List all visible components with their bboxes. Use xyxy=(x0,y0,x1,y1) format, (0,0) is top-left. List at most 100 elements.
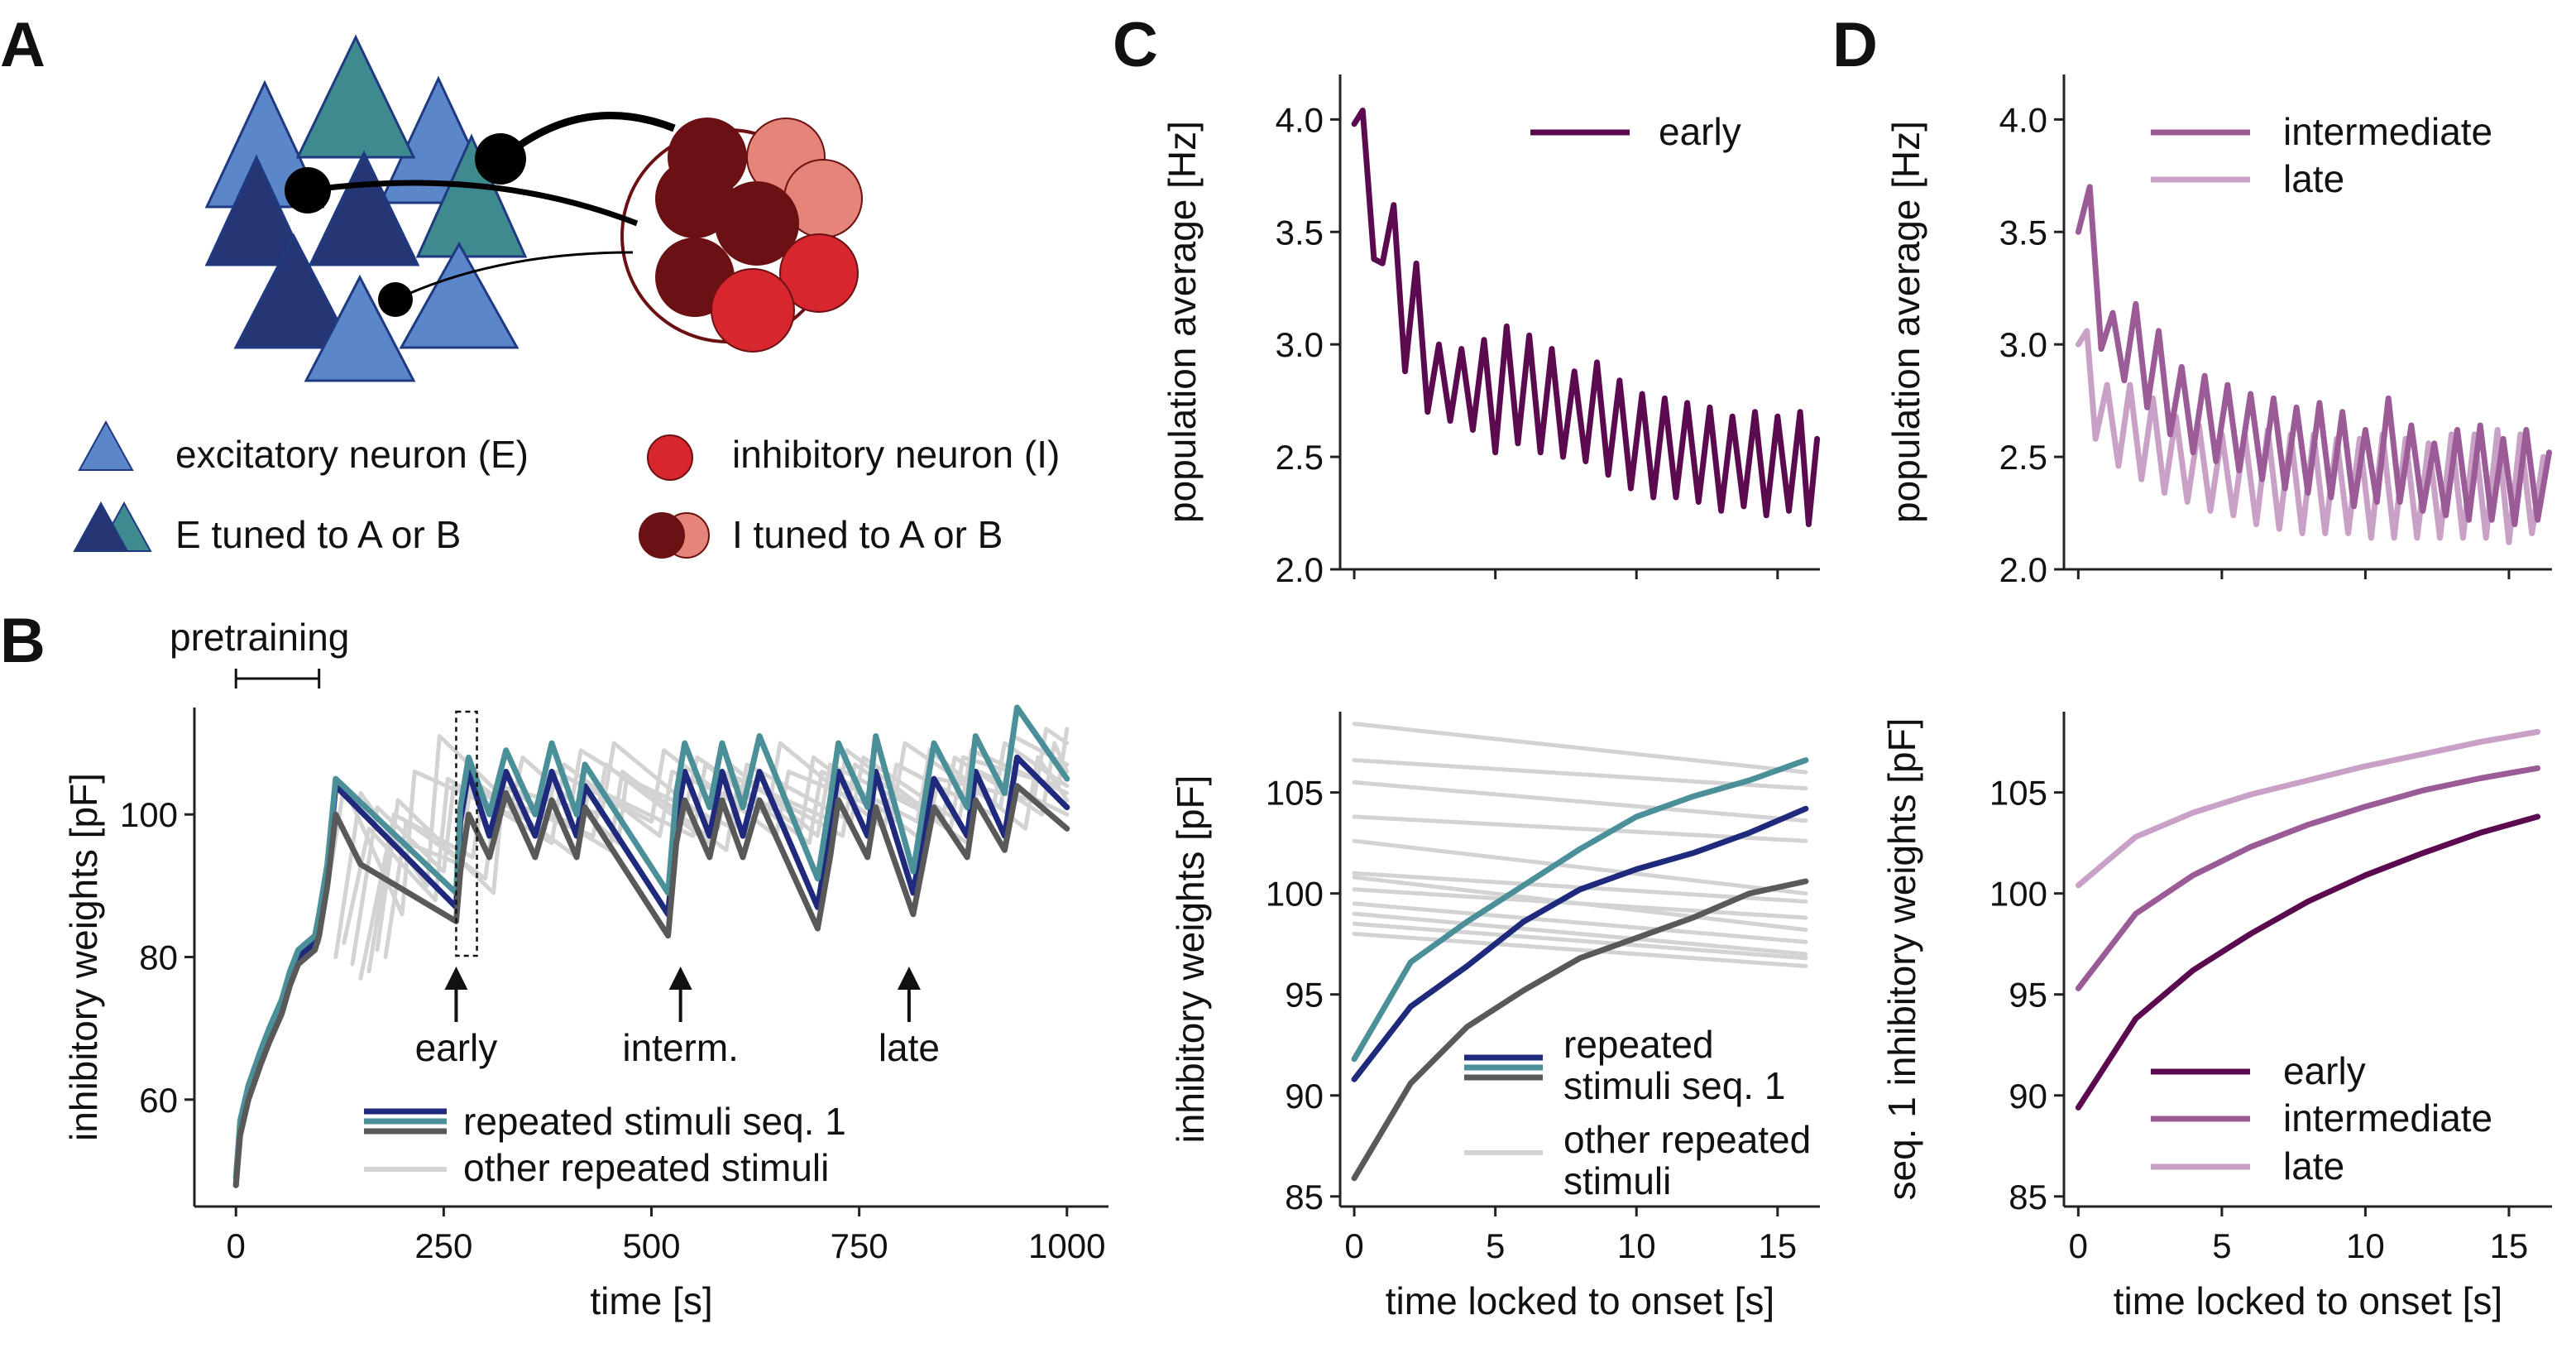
legend-early: early xyxy=(2283,1049,2366,1092)
legend-late: late xyxy=(2283,157,2344,200)
x-axis-label: time [s] xyxy=(590,1279,712,1322)
y-tick-label: 90 xyxy=(2009,1077,2047,1116)
y-tick-label: 100 xyxy=(1989,875,2047,914)
y-tick-label: 80 xyxy=(139,938,178,977)
excitatory-neuron-icon xyxy=(78,420,134,471)
legend-intermediate: intermediate xyxy=(2283,110,2492,153)
inhibitory-neuron-icon xyxy=(647,434,693,481)
synapse-connection-medium xyxy=(307,180,639,227)
e-neuron-tuned-b-triangle xyxy=(415,133,528,258)
legend-other-repeated: other repeated stimuli xyxy=(1563,1118,1811,1202)
synapse-dot-medium xyxy=(285,167,331,214)
arrow-up-icon xyxy=(897,967,921,990)
legend-repeated-seq1: repeated stimuli seq. 1 xyxy=(1563,1023,1785,1107)
x-tick-label: 1000 xyxy=(1028,1226,1105,1265)
y-tick-label: 2.0 xyxy=(1999,550,2047,589)
early-window-box xyxy=(455,710,478,957)
x-tick-label: 0 xyxy=(1344,1226,1363,1265)
y-tick-label: 85 xyxy=(1285,1178,1324,1216)
chart-c-top: 2.0 2.5 3.0 3.5 4.0 population average [Hz] ea… xyxy=(1161,74,1821,589)
background-series-line xyxy=(1352,921,1808,961)
e-neuron-tuned-a-triangle xyxy=(233,233,354,349)
x-axis-label: time locked to onset [s] xyxy=(1386,1279,1774,1322)
panel-label-b: B xyxy=(0,606,45,676)
x-tick-label: 5 xyxy=(2212,1226,2231,1265)
e-neuron-triangle xyxy=(399,241,520,349)
x-tick-label: 500 xyxy=(622,1226,680,1265)
background-series-line xyxy=(1352,780,1808,823)
arrow-up-icon xyxy=(444,967,468,990)
i-neuron-tuned-a xyxy=(715,181,799,266)
y-tick-label: 2.5 xyxy=(1276,438,1324,477)
panel-label-a: A xyxy=(0,10,45,80)
x-axis-label: time locked to onset [s] xyxy=(2114,1279,2502,1322)
background-series-line xyxy=(1352,932,1808,968)
y-tick-label: 100 xyxy=(1266,875,1324,914)
legend-other-repeated: other repeated stimuli xyxy=(463,1146,829,1189)
y-tick-label: 3.0 xyxy=(1999,325,2047,364)
y-tick-label: 3.5 xyxy=(1999,213,2047,252)
early-series-line xyxy=(1351,108,1821,528)
y-axis-label: population average [Hz] xyxy=(1884,121,1927,523)
panel-label-d: D xyxy=(1832,10,1878,80)
background-series-line xyxy=(1352,911,1808,957)
legend-inhibitory: inhibitory neuron (I) xyxy=(732,433,1060,476)
y-axis-label: inhibitory weights [pF] xyxy=(62,773,105,1141)
x-tick-label: 15 xyxy=(1758,1226,1797,1265)
y-tick-label: 2.0 xyxy=(1276,550,1324,589)
i-neuron xyxy=(779,233,859,313)
x-tick-label: 0 xyxy=(2069,1226,2088,1265)
series-line xyxy=(1351,757,1809,1063)
legend-repeated-seq1: repeated stimuli seq. 1 xyxy=(463,1100,846,1143)
y-axis-label: population average [Hz] xyxy=(1161,121,1204,523)
legend-early: early xyxy=(1659,110,1741,153)
y-tick-label: 105 xyxy=(1989,774,2047,813)
legend-excitatory: excitatory neuron (E) xyxy=(175,433,529,476)
y-tick-label: 105 xyxy=(1266,774,1324,813)
series-line xyxy=(232,783,1070,1188)
chart-c-bottom: 85 90 95 100 105 0 5 10 15 time locked to onset [… xyxy=(1169,712,1820,1322)
early-series-line xyxy=(2075,813,2541,1111)
e-neuron-tuned-a-triangle xyxy=(204,154,309,266)
i-neuron xyxy=(711,268,795,353)
x-tick-label: 10 xyxy=(2346,1226,2385,1265)
y-tick-label: 4.0 xyxy=(1999,100,2047,139)
y-tick-label: 90 xyxy=(1285,1077,1324,1116)
arrow-up-icon xyxy=(668,967,692,990)
e-neuron-triangle xyxy=(304,274,416,382)
legend-intermediate: intermediate xyxy=(2283,1096,2492,1139)
y-axis-label: inhibitory weights [pF] xyxy=(1169,775,1212,1144)
series-line xyxy=(1351,878,1809,1182)
y-tick-label: 3.5 xyxy=(1276,213,1324,252)
late-series-line xyxy=(2075,328,2547,545)
background-series-line xyxy=(1352,887,1808,920)
x-tick-label: 15 xyxy=(2490,1226,2529,1265)
y-tick-label: 85 xyxy=(2009,1178,2047,1216)
arrow-label-late: late xyxy=(879,1026,940,1069)
chart-d-bottom: 85 90 95 100 105 0 5 10 15 time locked to onset [… xyxy=(1880,712,2552,1322)
series-line xyxy=(232,704,1070,1181)
x-tick-label: 10 xyxy=(1617,1226,1656,1265)
background-series-line xyxy=(1352,722,1808,775)
synapse-dot-large xyxy=(475,133,526,185)
x-tick-label: 750 xyxy=(831,1226,888,1265)
x-tick-label: 0 xyxy=(227,1226,246,1265)
legend-i-tuned: I tuned to A or B xyxy=(732,513,1003,556)
e-neuron-tuned-b-triangle xyxy=(295,34,416,159)
y-tick-label: 4.0 xyxy=(1276,100,1324,139)
y-tick-label: 95 xyxy=(2009,976,2047,1015)
e-neuron-tuned-a-triangle xyxy=(308,150,420,266)
arrow-label-interm: interm. xyxy=(622,1026,739,1069)
pretraining-label: pretraining xyxy=(170,616,349,659)
synapse-connection-thin xyxy=(395,251,634,301)
e-tuned-a-icon xyxy=(73,501,129,552)
series-line xyxy=(1351,805,1809,1082)
y-tick-label: 95 xyxy=(1285,976,1324,1015)
background-series-line xyxy=(1352,901,1808,944)
x-tick-label: 250 xyxy=(414,1226,472,1265)
y-tick-label: 3.0 xyxy=(1276,325,1324,364)
network-diagram xyxy=(204,34,863,382)
legend-a: excitatory neuron (E) inhibitory neuron … xyxy=(73,420,1060,559)
intermediate-series-line xyxy=(2075,765,2541,991)
